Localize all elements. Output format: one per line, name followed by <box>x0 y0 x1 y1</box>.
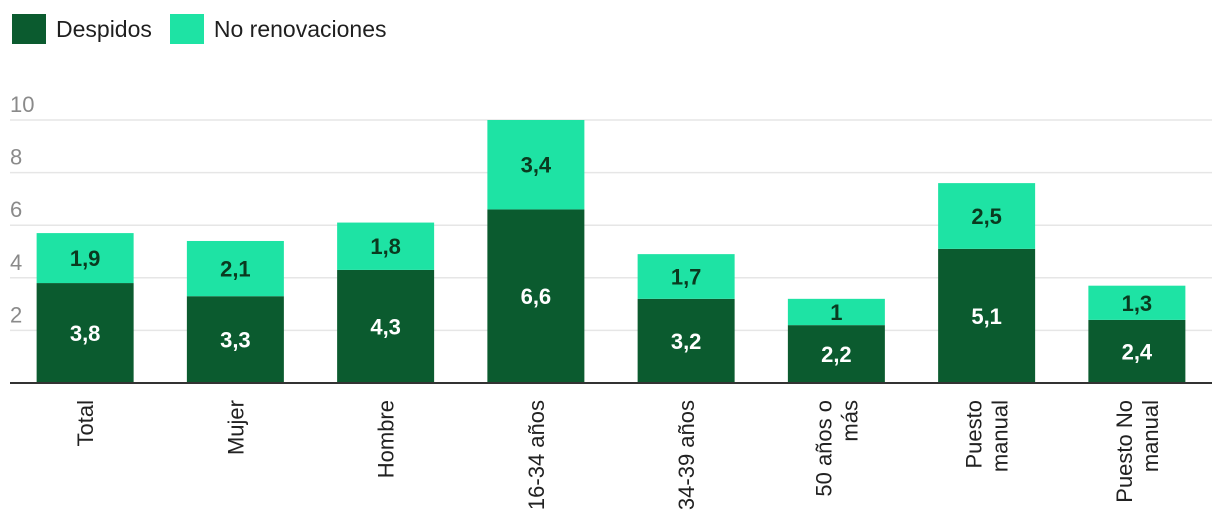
x-tick-label-2: Hombre <box>374 400 399 478</box>
legend-item-no-renovaciones: No renovaciones <box>169 14 387 44</box>
bar-no-renovaciones-6 <box>938 183 1036 249</box>
legend: Despidos No renovaciones <box>12 14 395 44</box>
bar-no-renovaciones-4 <box>637 254 735 299</box>
x-tick-label-line: Total <box>73 400 98 446</box>
bar-despidos-7 <box>1088 319 1186 383</box>
x-tick-label-line: 50 años o <box>811 400 836 497</box>
x-tick-label-line: Puesto <box>962 400 987 469</box>
value-label-no-renovaciones-2: 1,8 <box>370 234 401 259</box>
bar-no-renovaciones-2 <box>337 222 435 270</box>
bar-despidos-2 <box>337 269 435 383</box>
y-tick-label-4: 4 <box>10 250 22 275</box>
bar-despidos-4 <box>637 298 735 383</box>
x-tick-label-4: 34-39 años <box>674 400 699 510</box>
value-label-no-renovaciones-5: 1 <box>830 300 842 325</box>
x-tick-label-line: Hombre <box>374 400 399 478</box>
bar-no-renovaciones-5 <box>787 298 885 326</box>
x-tick-label-5: 50 años omás <box>811 400 862 497</box>
bar-despidos-1 <box>186 296 284 383</box>
x-tick-label-line: Mujer <box>223 400 248 455</box>
value-label-despidos-7: 2,4 <box>1122 339 1153 364</box>
value-label-despidos-3: 6,6 <box>521 284 552 309</box>
x-tick-label-1: Mujer <box>223 400 248 455</box>
y-tick-label-2: 2 <box>10 302 22 327</box>
value-label-no-renovaciones-6: 2,5 <box>971 204 1002 229</box>
value-label-despidos-6: 5,1 <box>971 304 1002 329</box>
bar-no-renovaciones-1 <box>186 240 284 297</box>
y-tick-label-10: 10 <box>10 92 34 117</box>
value-label-despidos-5: 2,2 <box>821 342 852 367</box>
x-tick-label-line: manual <box>1138 400 1163 472</box>
value-label-despidos-4: 3,2 <box>671 329 702 354</box>
y-tick-label-8: 8 <box>10 145 22 170</box>
x-tick-label-line: Puesto No <box>1112 400 1137 503</box>
bar-despidos-0 <box>36 283 134 383</box>
legend-label-despidos: Despidos <box>56 15 152 42</box>
legend-swatch-despidos <box>12 14 46 44</box>
y-tick-label-6: 6 <box>10 197 22 222</box>
x-tick-label-7: Puesto Nomanual <box>1112 400 1163 503</box>
x-tick-label-line: 34-39 años <box>674 400 699 510</box>
bar-no-renovaciones-7 <box>1088 285 1186 320</box>
bar-no-renovaciones-3 <box>487 120 585 210</box>
x-tick-label-line: 16-34 años <box>524 400 549 510</box>
value-label-no-renovaciones-4: 1,7 <box>671 264 702 289</box>
value-label-no-renovaciones-7: 1,3 <box>1122 291 1153 316</box>
x-tick-label-line: más <box>837 400 862 442</box>
x-tick-label-line: manual <box>988 400 1013 472</box>
bar-no-renovaciones-0 <box>36 233 134 284</box>
value-label-no-renovaciones-0: 1,9 <box>70 246 101 271</box>
x-tick-label-6: Puestomanual <box>962 400 1013 472</box>
legend-label-no-renovaciones: No renovaciones <box>213 15 387 42</box>
value-label-no-renovaciones-3: 3,4 <box>521 153 552 178</box>
x-tick-label-0: Total <box>73 400 98 446</box>
bar-despidos-3 <box>487 209 585 383</box>
legend-item-despidos: Despidos <box>12 14 152 44</box>
value-label-despidos-1: 3,3 <box>220 328 251 353</box>
x-tick-label-3: 16-34 años <box>524 400 549 510</box>
value-label-no-renovaciones-1: 2,1 <box>220 257 251 282</box>
value-label-despidos-0: 3,8 <box>70 321 101 346</box>
legend-swatch-no-renovaciones <box>169 14 204 44</box>
value-label-despidos-2: 4,3 <box>370 314 401 339</box>
bar-despidos-6 <box>938 248 1036 383</box>
bar-despidos-5 <box>787 325 885 383</box>
